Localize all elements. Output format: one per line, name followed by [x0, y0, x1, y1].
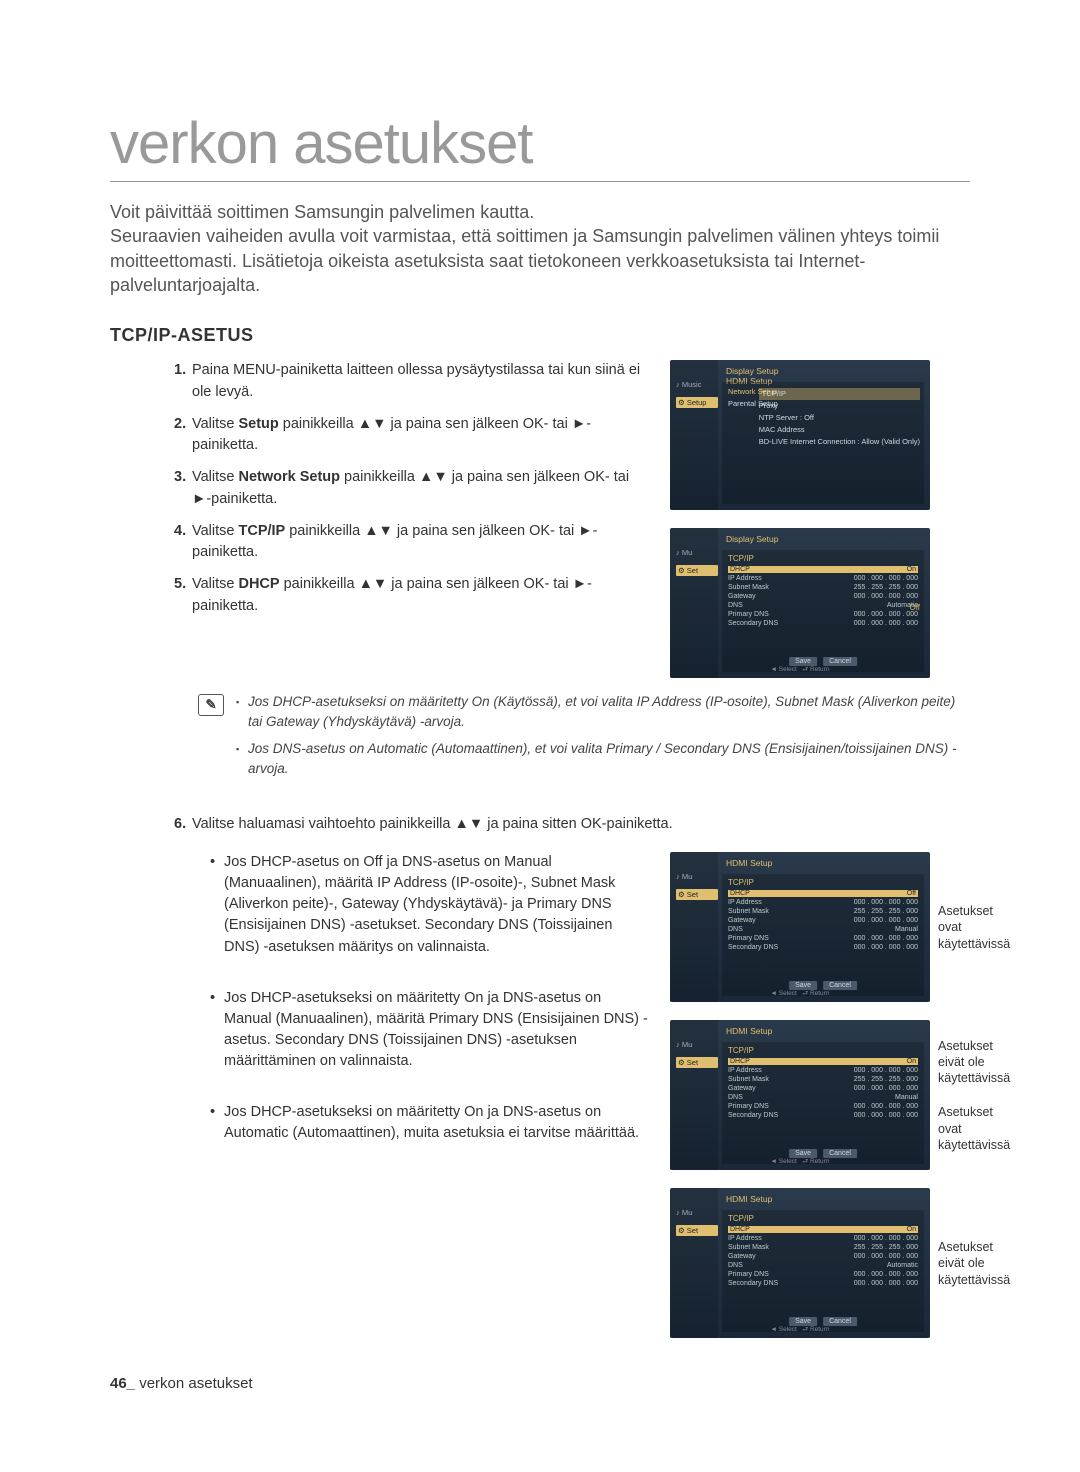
step-1: Paina MENU-painiketta laitteen ollessa p…: [174, 360, 642, 404]
caption-3: Asetukset eivät ole käytettävissä: [938, 1239, 1010, 1288]
menu-setup: ⚙ Setup: [676, 397, 718, 408]
step-2: Valitse Setup painikkeilla ▲▼ ja paina s…: [174, 414, 642, 458]
shot-header: Display Setup: [726, 534, 778, 544]
side-mu: ♪ Mu: [676, 548, 718, 557]
screenshot-network-menu: ♪ Music ⚙ Setup Display Setup HDMI Setup…: [670, 360, 930, 510]
screenshot-dhcp-on-manual: ♪ Mu⚙ Set HDMI Setup TCP/IP DHCPOn IP Ad…: [670, 1020, 930, 1170]
page-footer: 46_ verkon asetukset: [110, 1375, 253, 1392]
step-3: Valitse Network Setup painikkeilla ▲▼ ja…: [174, 467, 642, 511]
caption-2: Asetukset eivät ole käytettävissä Asetuk…: [938, 1038, 1010, 1154]
note-text: Jos DHCP-asetukseksi on määritetty On (K…: [236, 692, 970, 786]
section-heading: TCP/IP-ASETUS: [110, 325, 970, 346]
screenshot-tcpip-on: ♪ Mu ⚙ Set Display Setup TCP/IP DHCPOn I…: [670, 528, 930, 678]
caption-1: Asetukset ovat käytettävissä: [938, 903, 1010, 952]
screenshot-dhcp-off: ♪ Mu⚙ Set HDMI Setup TCP/IP DHCPOff IP A…: [670, 852, 930, 1002]
screenshot-dhcp-on-auto: ♪ Mu⚙ Set HDMI Setup TCP/IP DHCPOn IP Ad…: [670, 1188, 930, 1338]
bullet-1: Jos DHCP-asetus on Off ja DNS-asetus on …: [210, 852, 650, 957]
step-4: Valitse TCP/IP painikkeilla ▲▼ ja paina …: [174, 521, 642, 565]
bullet-3: Jos DHCP-asetukseksi on määritetty On ja…: [210, 1102, 650, 1144]
menu-music: ♪ Music: [676, 380, 718, 389]
intro-paragraph: Voit päivittää soittimen Samsungin palve…: [110, 200, 970, 297]
step-5: Valitse DHCP painikkeilla ▲▼ ja paina se…: [174, 574, 642, 618]
sub-bullets: Jos DHCP-asetus on Off ja DNS-asetus on …: [210, 852, 650, 1338]
panel-title: TCP/IP: [728, 554, 918, 563]
shot-footer: ◄ Select ⮐ Return: [670, 665, 930, 676]
page-title: verkon asetukset: [110, 110, 970, 182]
menu-right-list: TCP/IP Proxy NTP Server : Off MAC Addres…: [759, 388, 920, 448]
note-icon: ✎: [198, 694, 224, 716]
step-6: Valitse haluamasi vaihtoehto painikkeill…: [110, 816, 970, 832]
bullet-2: Jos DHCP-asetukseksi on määritetty On ja…: [210, 988, 650, 1072]
steps-list: Paina MENU-painiketta laitteen ollessa p…: [110, 360, 642, 628]
right-indicator: Off: [909, 603, 920, 612]
side-set: ⚙ Set: [676, 565, 718, 576]
